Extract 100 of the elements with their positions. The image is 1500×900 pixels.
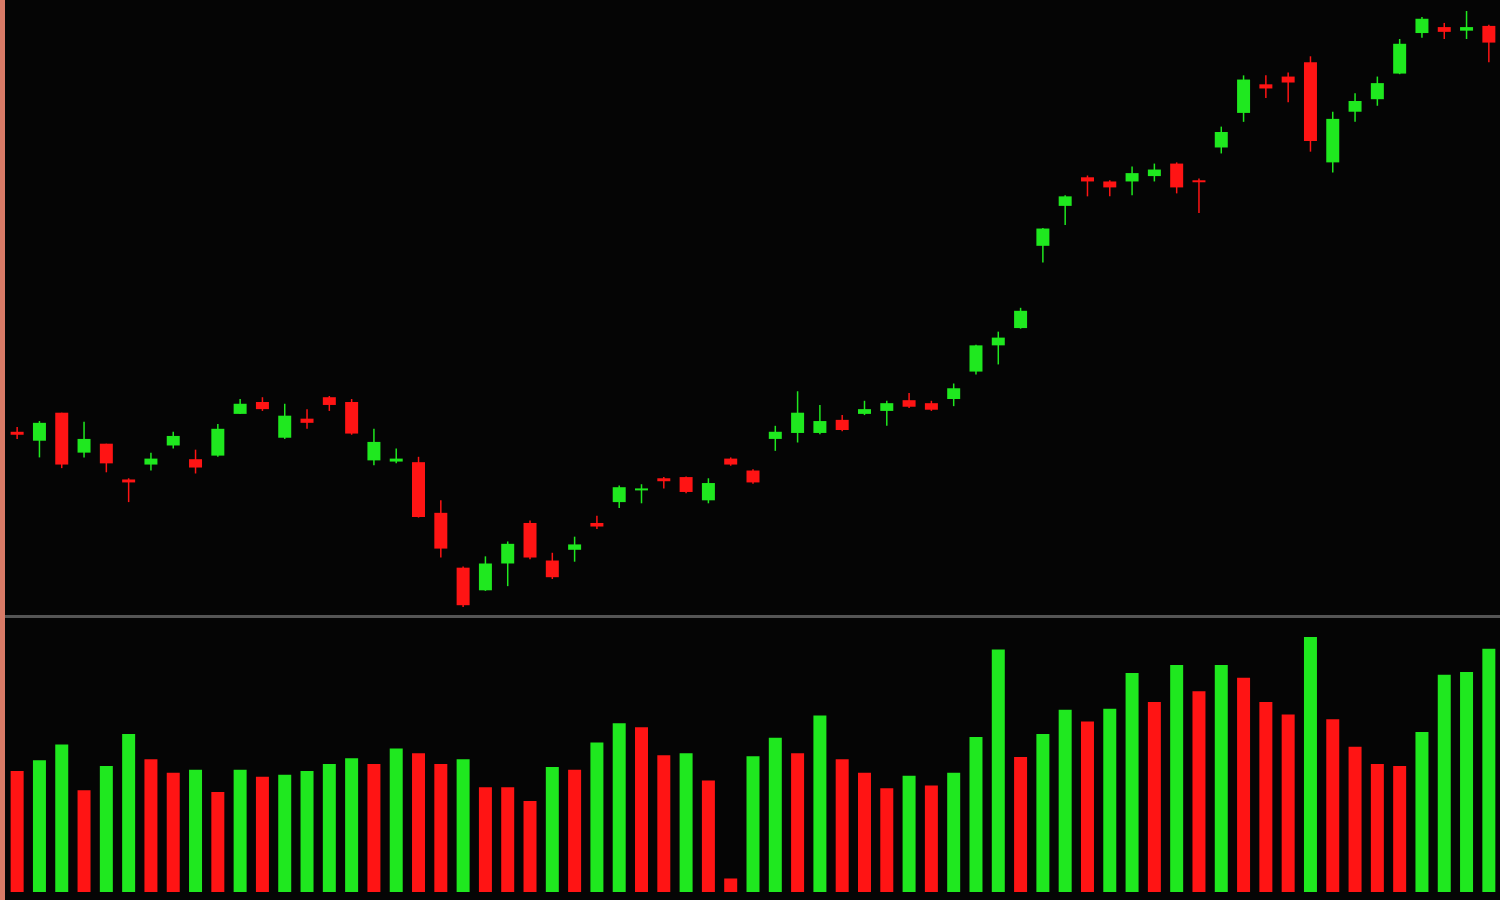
candlestick [367,428,381,466]
bar [1058,709,1072,892]
bar [545,767,559,892]
candlestick [1370,75,1384,107]
candlestick [813,404,827,435]
bar [1103,708,1117,892]
candlestick [1125,165,1139,196]
candlestick [77,420,91,459]
bar [1125,672,1139,892]
candlestick [1482,23,1496,64]
candlestick [1415,16,1429,39]
candlestick [947,382,961,407]
bar [813,715,827,892]
bar [568,769,582,892]
candlestick [545,552,559,580]
bar [1192,691,1206,892]
bar [322,763,336,892]
candlestick [1281,71,1295,103]
candlestick [1170,161,1184,195]
bar [590,742,604,892]
bar [1036,733,1050,892]
bar [412,753,426,892]
candlestick [568,535,582,563]
candlestick [991,330,1005,366]
bar [1437,674,1451,892]
candlestick [768,425,782,452]
bar [1259,702,1273,892]
bar [367,763,381,892]
bar [1080,721,1094,892]
bar [679,753,693,892]
bar [255,776,269,892]
bar [924,785,938,892]
candlestick [300,408,314,430]
candlestick [189,448,203,475]
bar [99,766,113,892]
candlestick [1259,74,1273,99]
bar [55,744,69,892]
bar [1393,766,1407,892]
bar [1281,714,1295,892]
bar [345,758,359,892]
bar [701,780,715,892]
bar [1303,637,1317,892]
bar [166,772,180,892]
bar [278,774,292,892]
bar [791,753,805,892]
candlestick [389,447,403,465]
candlestick [99,442,113,474]
bar [1014,757,1028,892]
candlestick [1348,92,1362,123]
bar [434,763,448,892]
bar [233,769,247,892]
bar [1170,665,1184,892]
candlestick [791,390,805,444]
candlestick [612,484,626,509]
bar [724,878,738,892]
bar [1460,671,1474,892]
bar [478,787,492,892]
candlestick [1214,125,1228,155]
candlestick [32,420,46,459]
bar [947,772,961,892]
candlestick [1460,10,1474,40]
bar [635,727,649,892]
candlestick [635,483,649,505]
bar [122,733,136,892]
candlestick [122,477,136,503]
bar [612,723,626,892]
bar [501,787,515,892]
bar [10,770,24,892]
bar [1326,719,1340,892]
candlestick [278,403,292,440]
bar [77,790,91,892]
candlestick [1036,227,1050,264]
candlestick [590,515,604,530]
bar [969,736,983,892]
bar [991,649,1005,892]
candlestick [501,540,515,587]
bar [857,772,871,892]
candlestick [1014,307,1028,330]
bar [1482,648,1496,892]
bar [746,756,760,892]
bar [456,759,470,892]
bar [880,788,894,892]
bar [189,769,203,892]
bar [1147,702,1161,892]
candlestick [701,477,715,505]
bar [300,770,314,892]
candlestick [1058,194,1072,226]
bar [211,792,225,892]
bar [768,737,782,892]
candlestick [657,476,671,490]
bar [32,760,46,892]
candlestick [10,426,24,440]
bar [1214,665,1228,892]
bar [902,775,916,892]
bar [1370,763,1384,892]
bar [144,759,158,892]
candlestick [880,400,894,427]
bar [1237,677,1251,892]
bar [835,759,849,892]
bar [1348,746,1362,892]
